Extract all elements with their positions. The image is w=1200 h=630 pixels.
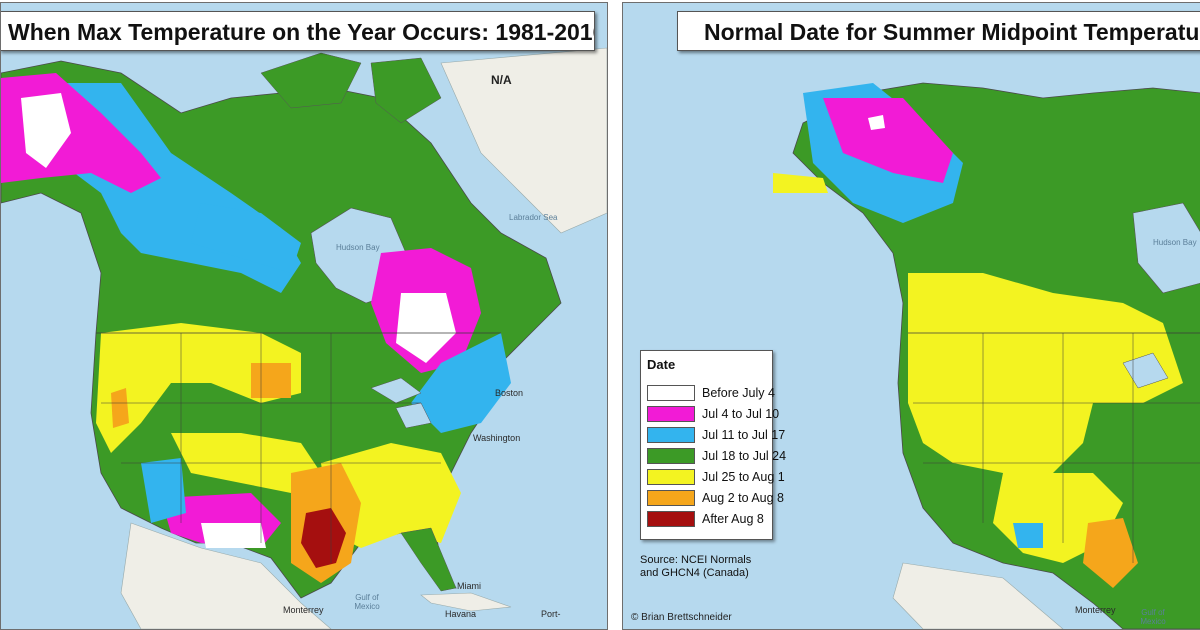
miami-label: Miami <box>457 581 481 591</box>
monterrey-label: Monterrey <box>1075 605 1116 615</box>
left-map-title: When Max Temperature on the Year Occurs:… <box>1 11 595 51</box>
greenland <box>440 47 607 234</box>
havana-label: Havana <box>445 609 477 619</box>
legend-swatch <box>647 490 695 506</box>
na-label: N/A <box>491 73 512 87</box>
legend-label: Before July 4 <box>702 386 775 400</box>
washington-label: Washington <box>473 433 521 443</box>
legend-swatch <box>647 448 695 464</box>
legend-swatch <box>647 427 695 443</box>
legend-label: Jul 25 to Aug 1 <box>702 470 785 484</box>
legend-label: After Aug 8 <box>702 512 764 526</box>
legend-label: Jul 11 to Jul 17 <box>702 428 786 442</box>
legend-label: Jul 4 to Jul 10 <box>702 407 780 421</box>
yellow-band <box>96 323 301 453</box>
hudson-bay-label: Hudson Bay <box>336 243 380 252</box>
legend-item: Aug 2 to Aug 8 <box>647 490 784 508</box>
source-line-2: and GHCN4 (Canada) <box>640 567 749 579</box>
labrador-sea-label: Labrador Sea <box>509 213 558 222</box>
gulf-of-mexico-label: Gulf of Mexico <box>1140 608 1166 626</box>
legend-swatch <box>647 385 695 401</box>
legend-item: After Aug 8 <box>647 511 767 529</box>
right-map-title: Normal Date for Summer Midpoint Temperat… <box>677 11 1200 51</box>
right-map-panel: Normal Date for Summer Midpoint Temperat… <box>622 2 1200 630</box>
legend-item: Jul 11 to Jul 17 <box>647 427 785 445</box>
legend-swatch <box>647 406 695 422</box>
credit-note: © Brian Brettschneider <box>631 612 732 623</box>
legend-label: Jul 18 to Jul 24 <box>702 449 787 463</box>
legend-swatch <box>647 469 695 485</box>
mexico <box>120 522 332 629</box>
legend-item: Jul 25 to Aug 1 <box>647 469 785 487</box>
legend-title: Date <box>647 357 676 372</box>
port-label: Port- <box>541 609 561 619</box>
source-note: Source: NCEI Normals and GHCN4 (Canada) <box>640 554 751 580</box>
boston-label: Boston <box>495 388 524 398</box>
legend: Date Before July 4 Jul 4 to Jul 10 Jul 1… <box>640 350 786 540</box>
texas-red <box>301 508 346 568</box>
left-map <box>1 3 607 629</box>
legend-label: Aug 2 to Aug 8 <box>702 491 785 505</box>
source-line-1: Source: NCEI Normals <box>640 554 752 566</box>
cuba <box>420 592 512 612</box>
legend-item: Jul 18 to Jul 24 <box>647 448 786 466</box>
legend-item: Before July 4 <box>647 385 775 403</box>
monterrey-label: Monterrey <box>283 605 324 615</box>
legend-item: Jul 4 to Jul 10 <box>647 406 779 424</box>
yellow-region <box>908 273 1183 473</box>
legend-swatch <box>647 511 695 527</box>
left-map-panel: When Max Temperature on the Year Occurs:… <box>0 2 608 630</box>
gulf-of-mexico-label: Gulf of Mexico <box>354 593 380 611</box>
hudson-bay-label: Hudson Bay <box>1153 238 1197 247</box>
